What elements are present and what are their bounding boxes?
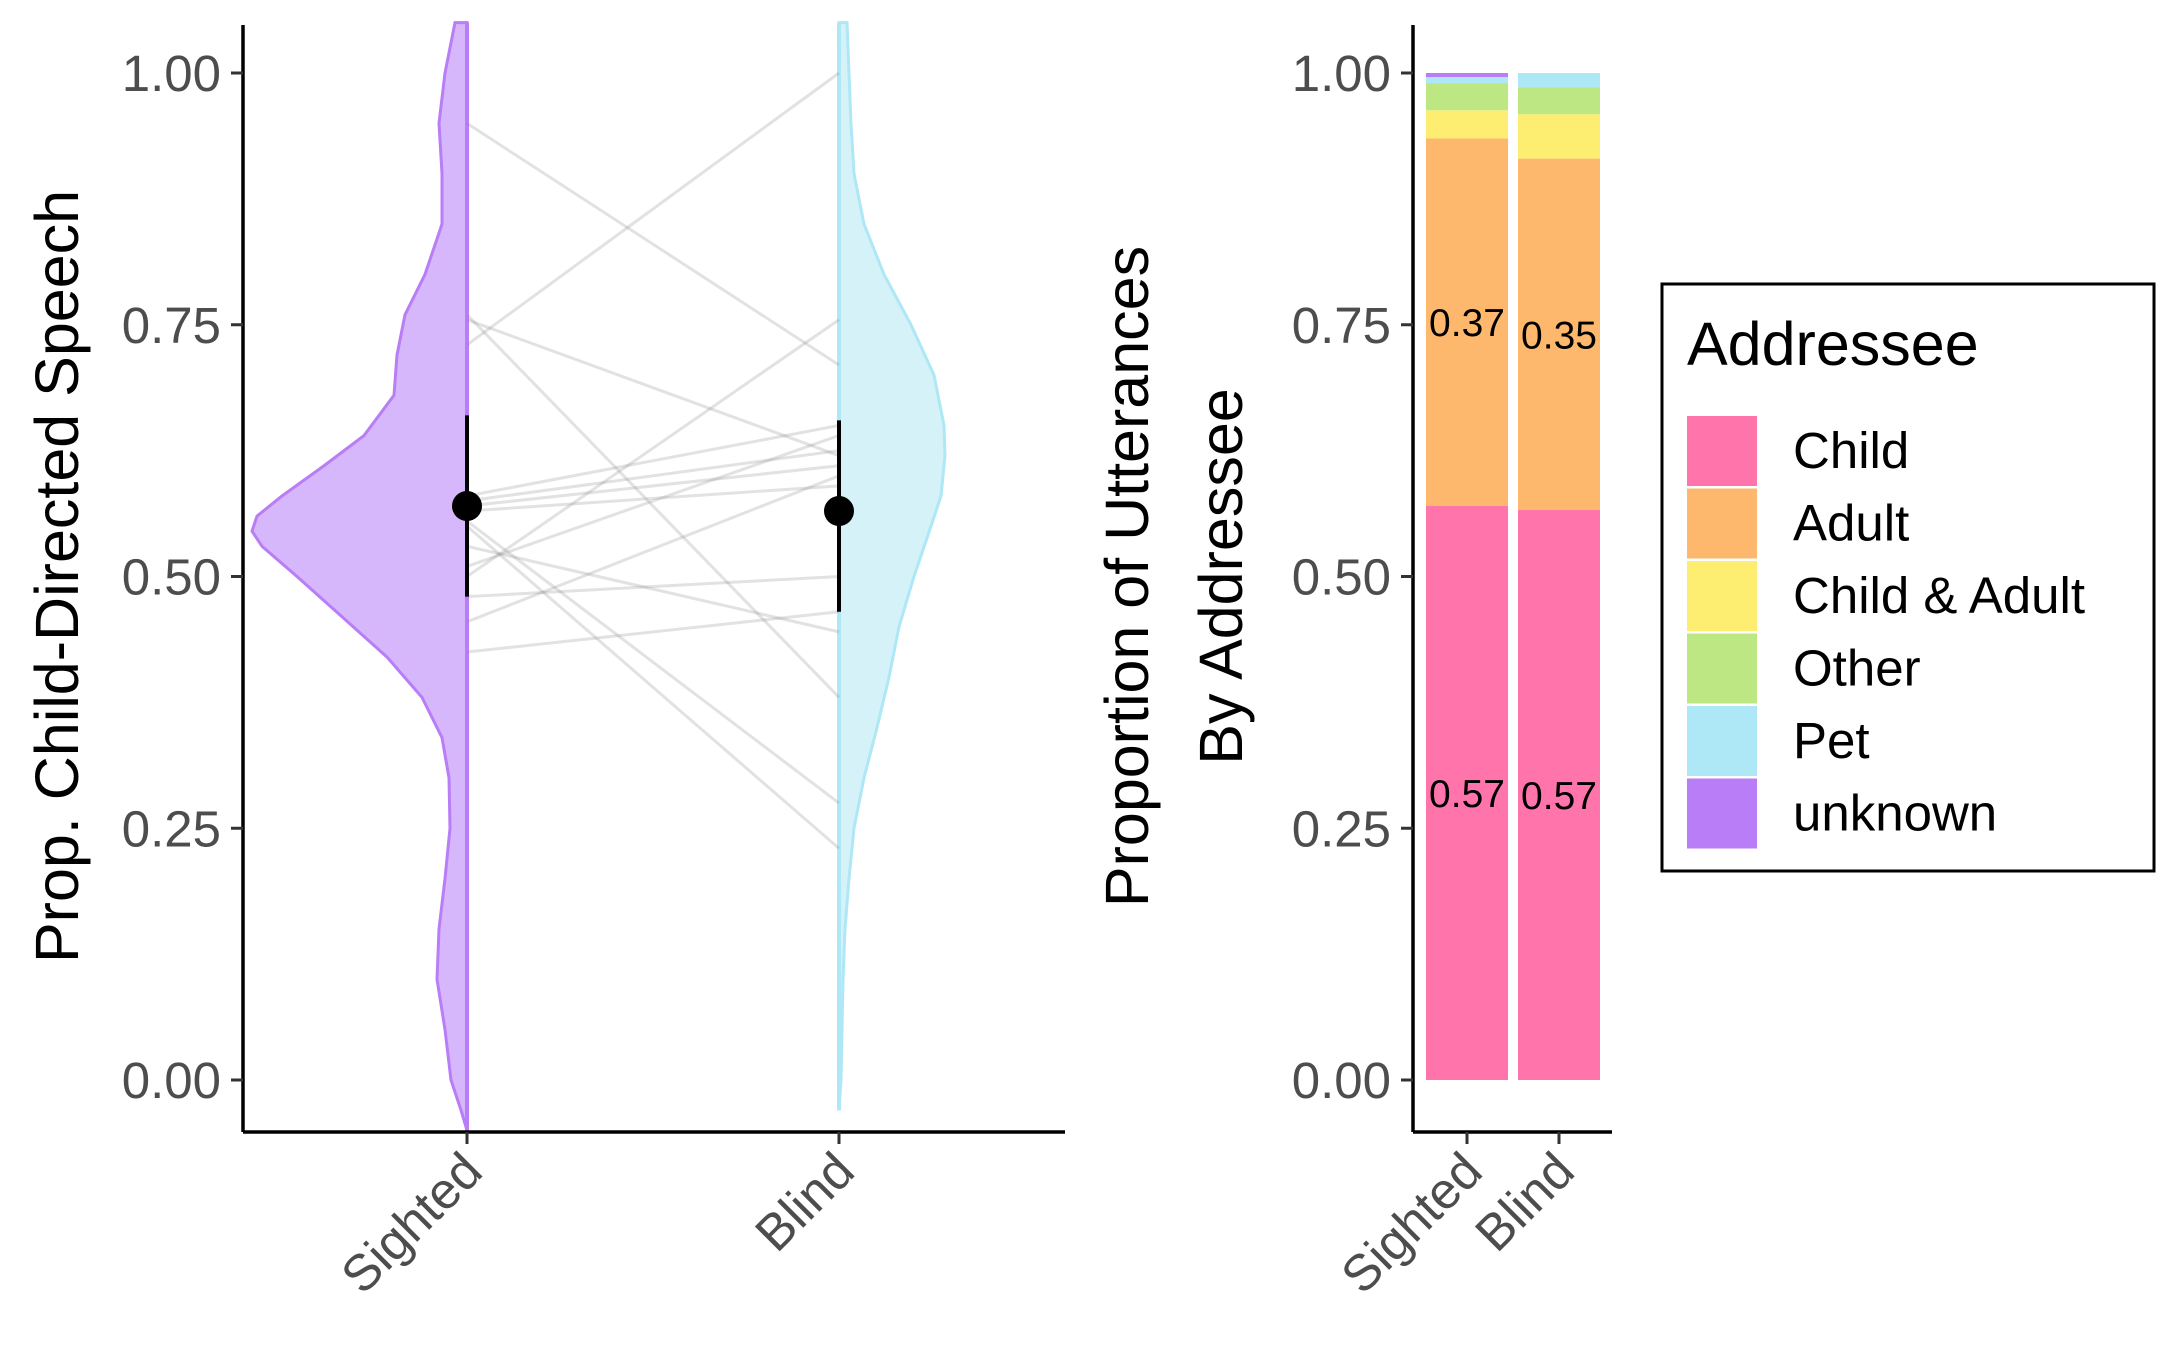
legend-swatch-unknown <box>1687 778 1757 849</box>
legend: Addressee Child Adult Child & Adult Other Pet… <box>1660 282 2156 873</box>
y-tick-label: 0.25 <box>122 800 221 857</box>
paired-line-1 <box>465 313 841 699</box>
paired-line-9 <box>466 525 840 850</box>
violin-blind <box>837 21 947 1111</box>
y-axis-title-line1: Proportion of Utterances <box>1093 246 1161 907</box>
x-tick-label: Sighted <box>330 1141 493 1304</box>
paired-line-5 <box>466 449 840 503</box>
legend-swatch-other <box>1687 633 1757 704</box>
legend-label: Child <box>1793 422 1909 479</box>
x-tick-label: Blind <box>1464 1141 1584 1261</box>
y-tick-label: 0.75 <box>122 297 221 354</box>
bar-child-adult-blind <box>1518 114 1600 159</box>
bar-other-sighted <box>1426 83 1508 111</box>
legend-swatch-adult <box>1687 488 1757 559</box>
paired-line-14 <box>466 474 840 624</box>
paired-line-4 <box>466 423 840 498</box>
legend-label: Other <box>1793 640 1921 697</box>
legend-label: Adult <box>1793 495 1909 552</box>
bar-child-sighted <box>1426 506 1508 1080</box>
paired-line-10 <box>466 544 840 634</box>
bar-adult-blind <box>1518 158 1600 511</box>
legend-swatch-pet <box>1687 706 1757 776</box>
y-axis-title-line2: By Addressee <box>1187 388 1255 764</box>
bar-value-label: 0.57 <box>1521 775 1597 818</box>
y-axis-title: Prop. Child-Directed Speech <box>23 190 91 963</box>
x-tick-label: Blind <box>744 1141 864 1261</box>
paired-line-7 <box>466 484 840 513</box>
paired-line-3 <box>466 71 840 347</box>
bar-child-adult-sighted <box>1426 110 1508 139</box>
legend-label: unknown <box>1793 785 1997 842</box>
mean-point-blind <box>824 496 854 527</box>
bar-child-blind <box>1518 510 1600 1081</box>
violin-sighted <box>250 21 469 1131</box>
y-tick-label: 0.00 <box>122 1052 221 1109</box>
paired-line-12 <box>466 318 840 578</box>
legend-title: Addressee <box>1687 310 1979 378</box>
bar-unknown-sighted <box>1426 73 1508 78</box>
bar-value-label: 0.37 <box>1429 302 1505 345</box>
paired-line-0 <box>466 122 840 367</box>
legend-label: Child & Adult <box>1793 567 2085 624</box>
paired-line-6 <box>466 464 840 508</box>
y-tick-label: 0.25 <box>1292 800 1391 857</box>
y-tick-label: 0.75 <box>1292 297 1391 354</box>
bar-value-label: 0.35 <box>1521 314 1597 357</box>
paired-line-8 <box>466 519 840 805</box>
bar-other-blind <box>1518 87 1600 115</box>
y-tick-label: 0.00 <box>1292 1052 1391 1109</box>
paired-line-15 <box>466 610 840 654</box>
bar-pet-blind <box>1518 73 1600 88</box>
legend-swatch-child <box>1687 416 1757 486</box>
paired-line-11 <box>466 434 840 568</box>
y-tick-label: 1.00 <box>1292 45 1391 102</box>
stacked-bar-panel: 0.57 0.570.37 0.350.000.250.500.751.00Sigh… <box>1093 25 1612 1304</box>
bar-value-label: 0.57 <box>1429 773 1505 816</box>
paired-line-2 <box>466 318 840 458</box>
violin-panel: 0.00 0.25 0.50 0.75 1.00 Sighted Blind Prop. Ch… <box>23 21 1065 1304</box>
y-tick-label: 0.50 <box>122 549 221 606</box>
paired-line-13 <box>466 575 840 599</box>
mean-point-sighted <box>452 491 482 522</box>
bar-pet-sighted <box>1426 77 1508 84</box>
legend-label: Pet <box>1793 712 1870 769</box>
legend-swatch-child-adult <box>1687 561 1757 631</box>
y-tick-label: 0.50 <box>1292 549 1391 606</box>
y-tick-label: 1.00 <box>122 45 221 102</box>
bar-adult-sighted <box>1426 138 1508 507</box>
